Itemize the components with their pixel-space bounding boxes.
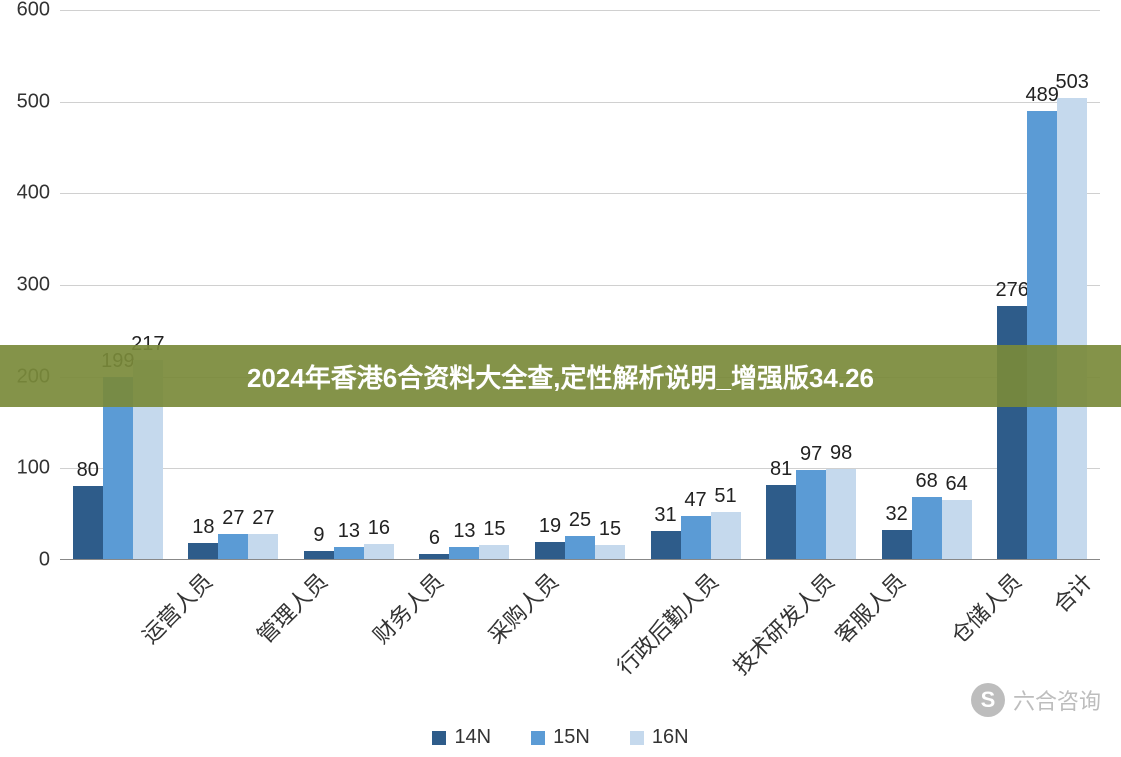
bar-value-label: 15 xyxy=(590,518,630,541)
legend-label: 15N xyxy=(553,726,590,749)
bar xyxy=(681,516,711,559)
bar xyxy=(364,544,394,559)
bar xyxy=(651,531,681,559)
bar xyxy=(826,469,856,559)
gridline xyxy=(60,285,1100,286)
bar-value-label: 503 xyxy=(1052,71,1092,94)
legend-swatch xyxy=(432,731,446,745)
xtick-label: 客服人员 xyxy=(827,565,912,650)
bar-value-label: 98 xyxy=(821,442,861,465)
bar-value-label: 64 xyxy=(937,473,977,496)
bar xyxy=(595,545,625,559)
xtick-label: 合计 xyxy=(1045,565,1099,619)
ytick-label: 500 xyxy=(0,90,50,113)
xtick-label: 行政后勤人员 xyxy=(609,565,725,681)
xtick-label: 运营人员 xyxy=(134,565,219,650)
bar-value-label: 276 xyxy=(992,279,1032,302)
xtick-label: 财务人员 xyxy=(365,565,450,650)
bar-value-label: 32 xyxy=(877,503,917,526)
bar xyxy=(942,500,972,559)
bar xyxy=(882,530,912,559)
bar xyxy=(1057,98,1087,559)
overlay-text: 2024年香港6合资料大全查,定性解析说明_增强版34.26 xyxy=(247,358,874,395)
bar-value-label: 80 xyxy=(68,459,108,482)
bar-value-label: 15 xyxy=(474,518,514,541)
gridline xyxy=(60,193,1100,194)
bar xyxy=(248,534,278,559)
watermark: S 六合咨询 xyxy=(971,683,1101,717)
legend-swatch xyxy=(531,731,545,745)
ytick-label: 0 xyxy=(0,549,50,572)
bar xyxy=(796,470,826,559)
legend-swatch xyxy=(630,731,644,745)
ytick-label: 300 xyxy=(0,274,50,297)
legend-item: 14N xyxy=(432,726,491,749)
bar xyxy=(997,306,1027,559)
legend-label: 16N xyxy=(652,726,689,749)
ytick-label: 600 xyxy=(0,0,50,22)
gridline xyxy=(60,10,1100,11)
xtick-label: 采购人员 xyxy=(480,565,565,650)
legend-item: 16N xyxy=(630,726,689,749)
bar xyxy=(535,542,565,559)
bar xyxy=(912,497,942,559)
xtick-label: 管理人员 xyxy=(249,565,334,650)
bar xyxy=(1027,111,1057,559)
ytick-label: 400 xyxy=(0,182,50,205)
bar-value-label: 51 xyxy=(706,485,746,508)
bar-value-label: 27 xyxy=(243,507,283,530)
xtick-label: 技术研发人员 xyxy=(724,565,840,681)
ytick-label: 100 xyxy=(0,457,50,480)
watermark-icon-glyph: S xyxy=(981,687,996,713)
xtick-label: 仓储人员 xyxy=(942,565,1027,650)
legend-item: 15N xyxy=(531,726,590,749)
wechat-icon: S xyxy=(971,683,1005,717)
plot-area: 0100200300400500600801992171827279131661… xyxy=(60,10,1100,560)
bar xyxy=(711,512,741,559)
bar xyxy=(419,554,449,560)
bar xyxy=(766,485,796,559)
bar xyxy=(334,547,364,559)
legend-label: 14N xyxy=(454,726,491,749)
bar xyxy=(188,543,218,560)
chart-container: 0100200300400500600801992171827279131661… xyxy=(60,10,1100,560)
bar xyxy=(304,551,334,559)
gridline xyxy=(60,102,1100,103)
bar xyxy=(479,545,509,559)
legend: 14N 15N 16N xyxy=(0,726,1121,749)
bar-value-label: 16 xyxy=(359,517,399,540)
bar xyxy=(449,547,479,559)
watermark-text: 六合咨询 xyxy=(1013,684,1101,716)
bar xyxy=(73,486,103,559)
overlay-band: 2024年香港6合资料大全查,定性解析说明_增强版34.26 xyxy=(0,345,1121,407)
bar xyxy=(218,534,248,559)
